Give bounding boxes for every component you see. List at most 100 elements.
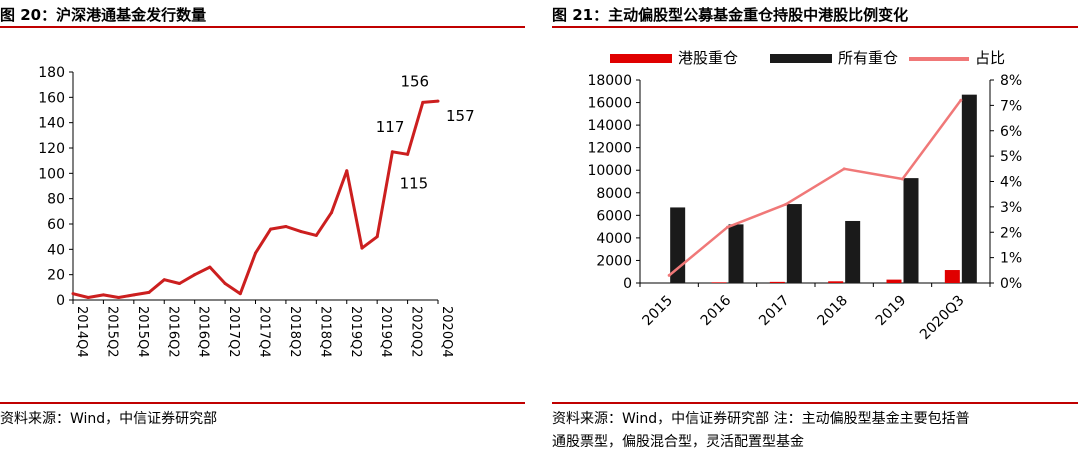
left-x-tick-label: 2017Q2 — [226, 306, 241, 358]
fund-count-data-point — [193, 273, 197, 277]
right-x-tick-label: 2020Q3 — [917, 293, 968, 344]
left-y-tick-label: 160 — [38, 90, 65, 106]
left-x-tick-label: 2018Q4 — [317, 306, 332, 358]
right-x-tick-label: 2017 — [756, 293, 793, 330]
right-right-tick-label: 1% — [1000, 251, 1022, 267]
fund-count-data-point — [208, 265, 212, 269]
left-x-tick-label: 2015Q4 — [135, 306, 150, 358]
left-title-rule — [0, 26, 525, 28]
right-left-tick-label: 8000 — [596, 186, 632, 202]
right-right-tick-label: 2% — [1000, 225, 1022, 241]
left-y-tick-label: 80 — [47, 192, 65, 208]
left-x-tick-label: 2020Q2 — [409, 306, 424, 358]
left-x-tick-label: 2016Q2 — [165, 306, 180, 358]
left-x-tick-label: 2019Q4 — [378, 306, 393, 358]
right-left-tick-label: 4000 — [596, 231, 632, 247]
fund-count-data-point — [117, 295, 121, 299]
fund-count-data-point — [238, 292, 242, 296]
right-figure-panel: 图 21：主动偏股型公募基金重仓持股中港股比例变化 0 2000 4000 6000 8… — [552, 0, 1080, 472]
right-right-tick-label: 6% — [1000, 124, 1022, 140]
left-x-tick-label: 2020Q4 — [439, 306, 454, 358]
legend-hk-holdings-swatch — [610, 54, 672, 63]
right-right-tick-label: 4% — [1000, 175, 1022, 191]
left-y-tick-label: 0 — [56, 293, 65, 309]
all-holdings-bar — [786, 204, 802, 283]
fund-count-data-point — [177, 282, 181, 286]
fund-count-data-point — [101, 293, 105, 297]
right-left-tick-label: 0 — [623, 276, 632, 292]
hk-holdings-bar — [886, 279, 902, 283]
right-right-tick-label: 3% — [1000, 200, 1022, 216]
left-y-tick-label: 180 — [38, 65, 65, 81]
right-left-tick-label: 12000 — [587, 141, 632, 157]
fund-count-data-point — [375, 235, 379, 239]
left-x-tick-label: 2016Q4 — [196, 306, 211, 358]
right-left-tick-label: 18000 — [587, 73, 632, 89]
all-holdings-bar — [961, 94, 977, 284]
left-figure-panel: 图 20：沪深港通基金发行数量 0 20 40 60 80 100 120 140 160 180… — [0, 0, 525, 472]
right-left-tick-label: 10000 — [587, 163, 632, 179]
left-x-tick-label: 2017Q4 — [257, 306, 272, 358]
fund-count-data-point — [390, 150, 394, 154]
left-y-tick-label: 60 — [47, 217, 65, 233]
right-right-tick-label: 8% — [1000, 73, 1022, 89]
legend-ratio-label: 占比 — [975, 49, 1005, 67]
left-data-label: 117 — [376, 118, 405, 136]
right-right-tick-label: 0% — [1000, 276, 1022, 292]
fund-count-data-point — [71, 292, 75, 296]
left-source-note: 资料来源：Wind，中信证券研究部 — [0, 411, 218, 427]
fund-count-data-point — [284, 225, 288, 229]
right-source-line-2: 通股票型，偏股混合型，灵活配置型基金 — [552, 434, 804, 450]
fund-issuance-line-chart: 0 20 40 60 80 100 120 140 160 180 2014Q4 2015Q2 2015… — [38, 65, 474, 358]
right-figure-title: 图 21：主动偏股型公募基金重仓持股中港股比例变化 — [552, 6, 909, 24]
hk-holdings-bar — [769, 281, 785, 283]
left-y-tick-label: 140 — [38, 116, 65, 132]
right-x-tick-label: 2016 — [698, 292, 735, 329]
right-source-note: 资料来源：Wind，中信证券研究部 注：主动偏股型基金主要包括普 通股票型，偏股… — [552, 408, 970, 454]
fund-count-data-point — [314, 233, 318, 237]
right-source-line-1: 资料来源：Wind，中信证券研究部 注：主动偏股型基金主要包括普 — [552, 411, 970, 427]
hk-ratio-data-point — [784, 202, 788, 206]
all-holdings-bar — [903, 178, 919, 283]
fund-count-data-point — [436, 99, 440, 103]
right-left-tick-label: 16000 — [587, 96, 632, 112]
hk-ratio-data-point — [959, 98, 963, 102]
right-title-rule — [552, 26, 1078, 28]
legend-all-holdings-swatch — [770, 54, 832, 63]
fund-count-data-point — [132, 293, 136, 297]
fund-count-data-point — [406, 152, 410, 156]
left-x-tick-label: 2015Q2 — [104, 306, 119, 358]
fund-count-data-point — [269, 227, 273, 231]
all-holdings-bar — [728, 224, 744, 283]
fund-count-data-point — [162, 278, 166, 282]
all-holdings-bar — [845, 220, 861, 283]
left-data-label: 156 — [400, 72, 429, 90]
hk-ratio-data-point — [667, 273, 671, 277]
fund-count-data-point — [421, 100, 425, 104]
right-x-tick-label: 2019 — [873, 293, 910, 330]
fund-count-data-point — [299, 230, 303, 234]
left-figure-title: 图 20：沪深港通基金发行数量 — [0, 6, 207, 24]
right-source-rule — [552, 402, 1078, 404]
hk-holdings-combo-chart: 0 2000 4000 6000 8000 10000 12000 14000 16000 180… — [587, 49, 1022, 344]
left-x-tick-label: 2018Q2 — [287, 306, 302, 358]
hk-holdings-bar — [944, 270, 960, 283]
fund-count-data-point — [147, 290, 151, 294]
hk-ratio-data-point — [901, 177, 904, 181]
legend-all-holdings-label: 所有重仓 — [838, 49, 898, 67]
hk-ratio-data-point — [842, 167, 846, 171]
hk-ratio-data-point — [726, 225, 729, 229]
fund-count-data-point — [345, 169, 349, 173]
hk-holdings-bar — [828, 281, 844, 283]
right-right-tick-label: 5% — [1000, 149, 1022, 165]
right-left-tick-label: 2000 — [596, 253, 632, 269]
left-y-tick-label: 20 — [47, 268, 65, 284]
left-y-tick-label: 120 — [38, 141, 65, 157]
hk-ratio-series-line — [668, 99, 962, 277]
legend-hk-holdings-label: 港股重仓 — [678, 49, 738, 67]
left-data-label: 115 — [400, 174, 429, 192]
right-x-tick-label: 2015 — [639, 293, 676, 330]
right-right-tick-label: 7% — [1000, 98, 1022, 114]
fund-count-data-point — [223, 282, 227, 286]
right-left-tick-label: 6000 — [596, 208, 632, 224]
